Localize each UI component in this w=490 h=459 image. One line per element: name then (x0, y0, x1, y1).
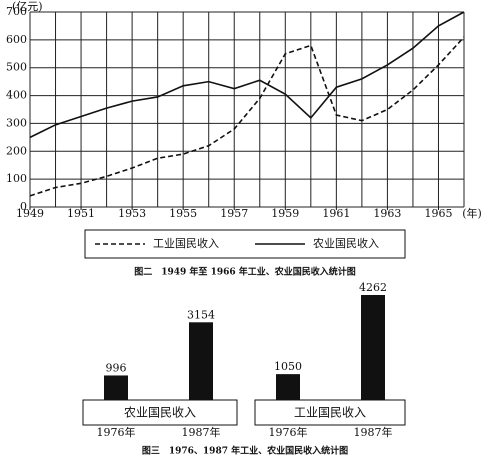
x-tick-label: 1976年 (269, 425, 308, 439)
group-label: 工业国民收入 (294, 406, 366, 420)
y-tick-label: 700 (6, 5, 27, 18)
x-tick-label: 1955 (169, 207, 197, 220)
y-tick-label: 200 (6, 144, 27, 157)
value-label: 4262 (359, 281, 387, 294)
x-tick-label: 1976年 (97, 425, 136, 439)
x-tick-label: 1953 (118, 207, 146, 220)
bar (276, 374, 300, 400)
x-tick-label: 1987年 (354, 425, 393, 439)
x-tick-label: 1961 (322, 207, 350, 220)
x-tick-label: 1949 (16, 207, 44, 220)
x-tick-label: 1959 (271, 207, 299, 220)
bar (104, 375, 128, 400)
line-series (29, 36, 465, 197)
x-tick-label: 1965 (424, 207, 452, 220)
y-tick-label: 0 (20, 200, 27, 213)
legend-box (84, 229, 406, 259)
x-tick-label: 1987年 (182, 425, 221, 439)
y-tick-label: 100 (6, 172, 27, 185)
y-tick-label: 500 (6, 61, 27, 74)
x-tick-label: 1963 (373, 207, 401, 220)
group-box (82, 399, 238, 426)
bar (189, 322, 213, 400)
value-label: 996 (106, 361, 127, 374)
chart-title: 图三 1976、1987 年工业、农业国民收入统计图 (142, 445, 348, 457)
bar (361, 295, 385, 400)
y-tick-label: 600 (6, 33, 27, 46)
value-label: 3154 (187, 308, 215, 321)
chart-title: 图二 1949 年至 1966 年工业、农业国民收入统计图 (134, 266, 356, 278)
x-tick-label: 1957 (220, 207, 248, 220)
y-tick-label: 300 (6, 116, 27, 129)
line-series (29, 11, 465, 139)
y-tick-label: 400 (6, 89, 27, 102)
group-label: 农业国民收入 (124, 406, 196, 420)
legend-label: 工业国民收入 (153, 236, 219, 250)
value-label: 1050 (274, 360, 302, 373)
legend-label: 农业国民收入 (313, 236, 379, 250)
group-box (254, 399, 406, 426)
x-axis-label: (年) (462, 206, 482, 220)
y-axis-label: (亿元) (12, 0, 43, 13)
x-tick-label: 1951 (67, 207, 95, 220)
